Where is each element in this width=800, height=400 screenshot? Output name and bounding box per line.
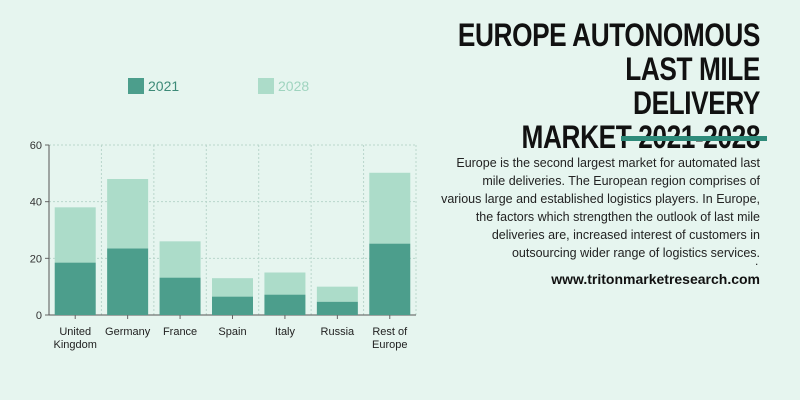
x-tick-label: Russia [321, 326, 356, 338]
x-tick-label: Kingdom [54, 339, 97, 351]
bar-2021 [264, 294, 306, 315]
x-tick-label: Europe [372, 339, 407, 351]
legend-item-2028: 2028 [258, 78, 309, 94]
bar-2028 [264, 272, 306, 295]
title-line-1: EUROPE AUTONOMOUS LAST MILE [457, 17, 761, 87]
title-underline [621, 136, 767, 141]
legend-label-2028: 2028 [278, 78, 310, 94]
bar-2021 [159, 277, 201, 315]
y-tick-label: 20 [30, 253, 42, 265]
bar-2028 [107, 179, 149, 249]
title-line-2: DELIVERY [633, 85, 760, 121]
x-tick-label: United [59, 326, 91, 338]
bar-2028 [369, 172, 411, 244]
x-tick-label: Rest of [372, 326, 408, 338]
bar-2021 [107, 248, 149, 315]
x-tick-label: Germany [105, 326, 151, 338]
x-tick-label: Spain [218, 326, 246, 338]
page-title: EUROPE AUTONOMOUS LAST MILE DELIVERY MAR… [416, 17, 761, 154]
bar-2028 [159, 241, 201, 278]
legend-swatch-2021 [128, 78, 144, 94]
y-tick-label: 60 [30, 140, 42, 152]
website-link[interactable]: www.tritonmarketresearch.com [551, 271, 760, 287]
bar-2028 [212, 278, 253, 297]
legend-swatch-2028 [258, 78, 274, 94]
bar-2021 [54, 262, 96, 315]
bar-2028 [316, 286, 358, 302]
y-tick-label: 0 [36, 310, 42, 322]
description-text: Europe is the second largest market for … [441, 156, 760, 260]
bar-2021 [369, 243, 411, 315]
bar-2021 [212, 296, 253, 315]
legend-item-2021: 2021 [128, 78, 179, 94]
bar-2021 [316, 301, 358, 315]
y-tick-label: 40 [30, 197, 42, 209]
legend-label-2021: 2021 [148, 78, 180, 94]
x-tick-label: France [163, 326, 197, 338]
bar-2028 [54, 207, 96, 263]
trailing-dot: . [755, 254, 759, 268]
x-tick-label: Italy [275, 326, 296, 338]
